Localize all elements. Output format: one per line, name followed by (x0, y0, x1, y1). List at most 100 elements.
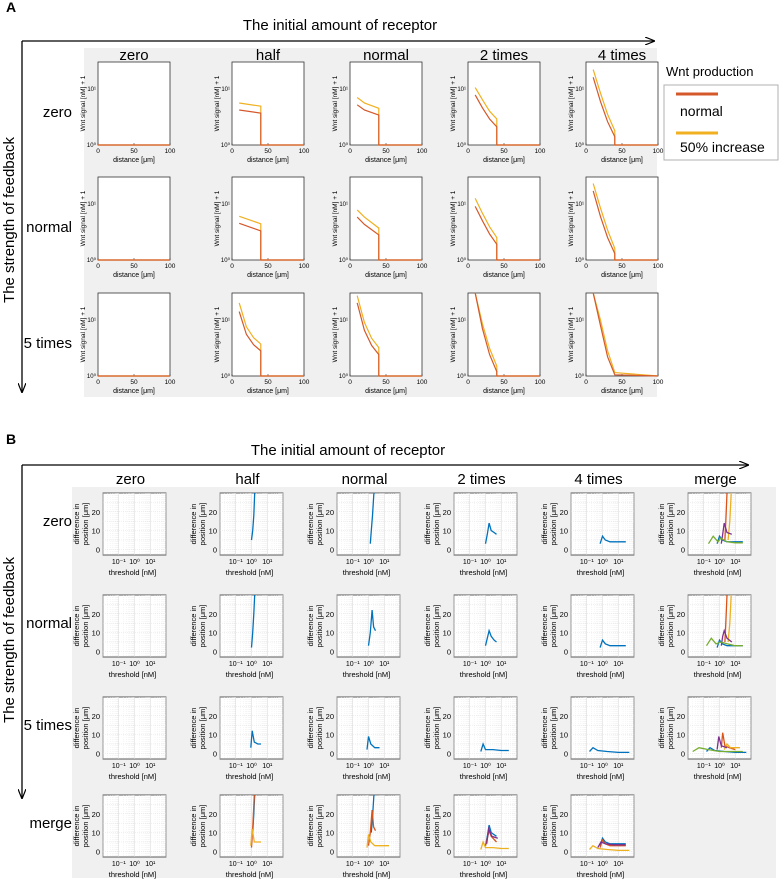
y-axis-label: Wnt signal [nM] + 1 (450, 190, 457, 246)
y-axis-label-1: difference in (306, 504, 315, 545)
y-tick-label: 0 (96, 749, 100, 758)
x-tick-label: 10¹ (379, 661, 390, 668)
x-axis-label: distance [μm] (113, 157, 155, 164)
row-label-a-1: normal (26, 219, 72, 236)
x-tick-label: 10⁻¹ (229, 559, 243, 566)
y-tick-label: 10 (560, 829, 568, 838)
y-tick-label: 0 (564, 749, 568, 758)
x-axis-label: threshold [nM] (694, 670, 742, 679)
plot-b-1-1: 10⁻¹ 10⁰ 10¹ 0 10 20 threshold [nM] difference … (189, 594, 284, 679)
y-axis-label-2: position [μm] (666, 503, 675, 546)
x-axis-label: threshold [nM] (226, 870, 274, 879)
y-axis-label-2: position [μm] (666, 707, 675, 750)
x-tick-label: 10⁰ (246, 762, 257, 770)
y-axis-label-1: difference in (657, 504, 666, 545)
y-tick-label: 20 (560, 712, 568, 721)
x-tick-label: 10⁻¹ (346, 861, 360, 868)
x-tick-label: 10¹ (730, 559, 741, 566)
y-tick-label: 10⁰ (221, 373, 231, 380)
x-tick-label: 10⁰ (129, 860, 140, 868)
plot-a-0-3: 0 50 100 10⁰ 10¹ distance [μm] Wnt signal [nM]… (450, 61, 546, 164)
series-line (589, 844, 630, 852)
y-tick-label: 20 (326, 810, 334, 819)
x-tick-label: 10⁰ (597, 558, 608, 566)
x-tick-label: 50 (382, 379, 390, 386)
y-tick-label: 0 (330, 749, 334, 758)
y-tick-label: 20 (326, 610, 334, 619)
y-axis-label-2: position [μm] (432, 805, 441, 848)
x-tick-label: 100 (165, 148, 176, 155)
x-axis-label: threshold [nM] (226, 772, 274, 781)
y-tick-label: 0 (96, 847, 100, 856)
x-tick-label: 50 (382, 148, 390, 155)
x-tick-label: 10⁰ (363, 660, 374, 668)
x-tick-label: 10⁻¹ (112, 861, 126, 868)
y-tick-label: 20 (677, 508, 685, 517)
panel-b-grid: zero half normal 2 times 4 times merge zero nor… (24, 471, 752, 879)
y-tick-label: 10 (443, 731, 451, 740)
plot-b-3-3: 10⁻¹ 10⁰ 10¹ 0 10 20 threshold [nM] difference … (423, 794, 518, 879)
y-axis-label-2: position [μm] (198, 605, 207, 648)
y-tick-label: 0 (564, 847, 568, 856)
y-axis-label: Wnt signal [nM] + 1 (568, 306, 575, 362)
plot-b-0-1: 10⁻¹ 10⁰ 10¹ 0 10 20 threshold [nM] difference … (189, 492, 284, 577)
col-label-b-2: normal (342, 471, 388, 488)
x-axis-label: distance [μm] (365, 157, 407, 164)
x-tick-label: 10⁻¹ (463, 661, 477, 668)
plot-b-3-0: 10⁻¹ 10⁰ 10¹ 0 10 20 threshold [nM] difference … (72, 794, 167, 879)
series-line (366, 834, 389, 848)
x-axis-label: threshold [nM] (343, 670, 391, 679)
x-tick-label: 50 (500, 379, 508, 386)
plot-a-1-3: 0 50 100 10⁰ 10¹ distance [μm] Wnt signal [nM]… (450, 176, 546, 279)
series-line (723, 742, 740, 750)
x-tick-label: 10⁰ (129, 762, 140, 770)
row-label-a-2: 5 times (24, 335, 72, 352)
y-tick-label: 0 (447, 647, 451, 656)
col-label-b-5: merge (694, 471, 737, 488)
series-line (250, 492, 256, 541)
x-axis-label: distance [μm] (601, 157, 643, 164)
x-axis-label: distance [μm] (247, 388, 289, 395)
plot-b-0-5: 10⁻¹ 10⁰ 10¹ 0 10 20 threshold [nM] difference … (657, 492, 752, 577)
plot-b-3-4: 10⁻¹ 10⁰ 10¹ 0 10 20 threshold [nM] difference … (540, 794, 635, 879)
y-tick-label: 0 (564, 545, 568, 554)
plot-frame (349, 176, 423, 261)
x-tick-label: 10⁻¹ (346, 763, 360, 770)
y-axis-label-1: difference in (657, 708, 666, 749)
x-tick-label: 0 (584, 148, 588, 155)
series-normal (592, 190, 658, 261)
series-line (250, 828, 261, 846)
y-tick-label: 0 (96, 647, 100, 656)
x-axis-label: threshold [nM] (460, 568, 508, 577)
y-axis-label-2: position [μm] (198, 707, 207, 750)
x-axis-label: distance [μm] (601, 388, 643, 395)
plot-b-0-2: 10⁻¹ 10⁰ 10¹ 0 10 20 threshold [nM] difference … (306, 492, 401, 577)
series-normal (356, 104, 422, 146)
series-line (597, 841, 626, 848)
x-tick-label: 10⁰ (480, 860, 491, 868)
plot-frame (585, 176, 659, 261)
y-tick-label: 10¹ (221, 318, 230, 324)
y-tick-label: 10¹ (457, 202, 466, 208)
plot-a-2-0: 0 50 100 10⁰ 10¹ distance [μm] Wnt signal [nM]… (80, 292, 176, 395)
x-tick-label: 0 (466, 263, 470, 270)
plot-frame (97, 292, 171, 377)
series-normal (592, 77, 658, 146)
series-line (599, 838, 626, 848)
y-tick-label: 10 (326, 527, 334, 536)
y-tick-label: 20 (560, 610, 568, 619)
panel-b-letter: B (6, 431, 16, 447)
y-axis-label-2: position [μm] (315, 805, 324, 848)
x-tick-label: 10⁻¹ (697, 763, 711, 770)
y-tick-label: 20 (443, 712, 451, 721)
y-axis-label-1: difference in (189, 806, 198, 847)
x-axis-label: threshold [nM] (226, 568, 274, 577)
x-tick-label: 10⁰ (597, 762, 608, 770)
y-tick-label: 10 (560, 731, 568, 740)
x-tick-label: 10⁻¹ (463, 861, 477, 868)
y-tick-label: 10 (326, 829, 334, 838)
y-tick-label: 10⁰ (575, 373, 585, 380)
y-axis-label-2: position [μm] (315, 707, 324, 750)
col-label-a-4: 4 times (598, 47, 646, 64)
x-tick-label: 100 (417, 379, 428, 386)
